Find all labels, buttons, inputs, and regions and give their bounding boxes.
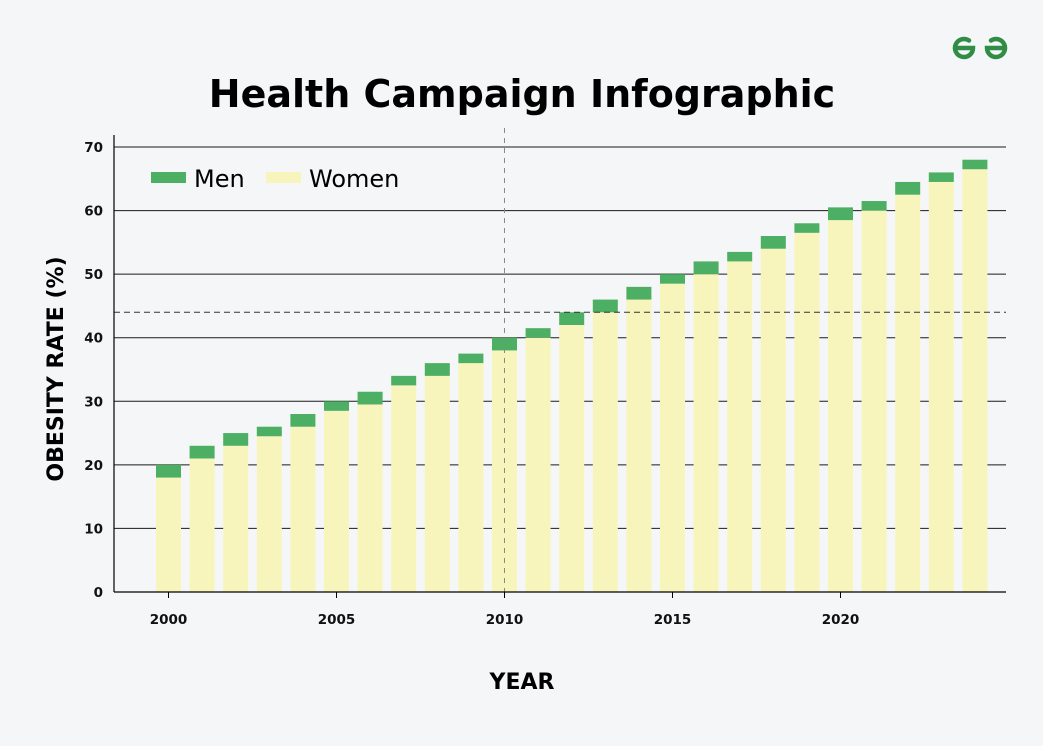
bar-men-2004 <box>290 414 316 427</box>
bar-women-2008 <box>424 375 450 592</box>
bar-women-2007 <box>391 385 417 592</box>
y-tick-labels: 0 10 20 30 40 50 60 70 <box>84 140 103 601</box>
bar-women-2000 <box>156 477 181 592</box>
y-tick-label: 60 <box>84 204 103 220</box>
bar-men-2020 <box>828 207 853 221</box>
bar-men-2018 <box>760 236 786 249</box>
y-tick-label: 40 <box>84 331 103 347</box>
bar-women-2009 <box>458 363 484 592</box>
bar-men-2022 <box>895 181 921 195</box>
bar-women-2024 <box>962 169 988 592</box>
x-tick-label: 2005 <box>318 612 356 628</box>
bar-men-2014 <box>626 286 652 300</box>
bar-men-2002 <box>223 433 249 446</box>
bar-women-2012 <box>559 325 585 592</box>
legend-label-men: Men <box>194 165 245 193</box>
x-axis-title: YEAR <box>489 670 555 695</box>
legend-swatch-men <box>151 172 186 183</box>
bar-women-2019 <box>794 232 820 593</box>
bar-men-2007 <box>391 375 417 386</box>
bar-men-2006 <box>357 391 383 405</box>
bar-women-2017 <box>727 261 753 592</box>
bar-women-2014 <box>626 299 652 592</box>
bar-women-2002 <box>223 445 249 592</box>
y-tick-label: 70 <box>84 140 103 156</box>
bar-men-2023 <box>928 172 954 182</box>
bar-men-2010 <box>492 337 517 351</box>
bar-women-2018 <box>760 248 786 592</box>
bar-women-2021 <box>861 210 887 593</box>
x-tick-label: 2000 <box>150 612 188 628</box>
bar-men-2001 <box>189 445 215 459</box>
bar-women-2004 <box>290 426 316 592</box>
legend-swatch-women <box>266 172 301 183</box>
bar-women-2020 <box>828 220 853 592</box>
bar-women-2006 <box>357 404 383 592</box>
bar-men-2017 <box>727 251 753 262</box>
bar-men-2013 <box>592 299 618 313</box>
bar-women-2016 <box>693 274 719 592</box>
bar-women-2015 <box>660 283 685 592</box>
bar-men-2011 <box>525 328 551 338</box>
bar-men-2009 <box>458 353 484 364</box>
bar-men-2000 <box>156 464 181 478</box>
bar-men-2021 <box>861 201 887 211</box>
y-tick-label: 30 <box>84 394 103 410</box>
bar-women-2001 <box>189 458 215 592</box>
legend: Men Women <box>151 165 399 193</box>
bar-men-2024 <box>962 159 988 170</box>
x-tick-label: 2020 <box>822 612 860 628</box>
bar-women-2011 <box>525 337 551 592</box>
bar-men-2005 <box>324 401 349 411</box>
bar-group <box>156 159 988 593</box>
bar-men-2015 <box>660 274 685 284</box>
legend-label-women: Women <box>309 165 399 193</box>
y-tick-label: 50 <box>84 267 103 283</box>
chart-title: Health Campaign Infographic <box>209 72 835 116</box>
x-tick-label: 2010 <box>486 612 524 628</box>
bar-women-2003 <box>256 436 282 592</box>
reference-lines <box>114 128 1006 592</box>
bar-men-2003 <box>256 426 282 437</box>
bar-men-2008 <box>424 363 450 376</box>
bar-men-2016 <box>693 261 719 275</box>
y-axis-title: OBESITY RATE (%) <box>44 256 69 481</box>
y-tick-label: 0 <box>94 585 103 601</box>
bar-women-2005 <box>324 410 349 592</box>
bar-men-2019 <box>794 223 820 233</box>
bar-women-2022 <box>895 194 921 592</box>
x-tick-label: 2015 <box>654 612 692 628</box>
axes <box>113 135 1006 593</box>
y-tick-label: 10 <box>84 521 103 537</box>
bar-men-2012 <box>559 312 585 325</box>
bar-women-2023 <box>928 181 954 592</box>
bar-women-2013 <box>592 312 618 592</box>
y-tick-label: 20 <box>84 458 103 474</box>
gfg-logo-icon <box>952 36 1008 60</box>
x-tick-labels: 2000 2005 2010 2015 2020 <box>150 592 860 628</box>
